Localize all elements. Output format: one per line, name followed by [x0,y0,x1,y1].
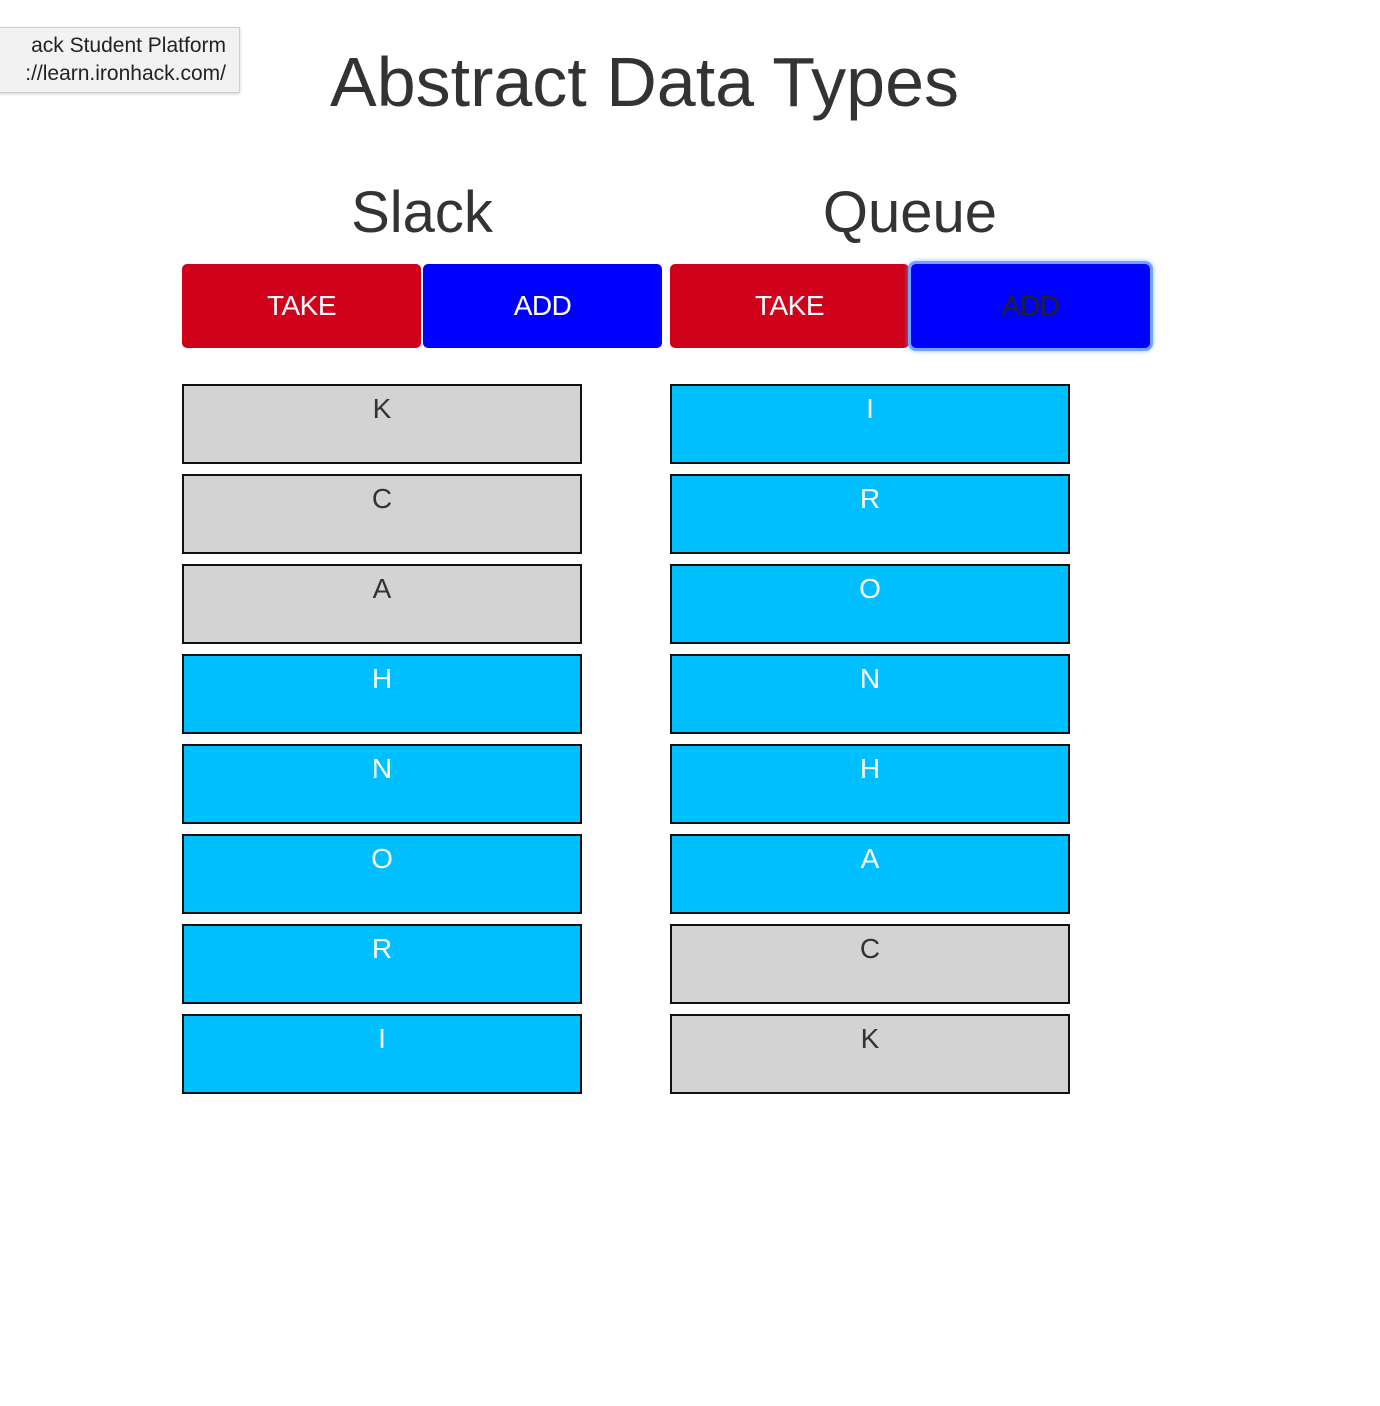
queue-title: Queue [822,180,998,245]
queue-item: R [670,474,1070,554]
stack-item: C [182,474,582,554]
queue-item: I [670,384,1070,464]
tooltip-url: ://learn.ironhack.com/ [25,62,226,85]
queue-item: N [670,654,1070,734]
stack-item: O [182,834,582,914]
stack-take-button[interactable]: TAKE [182,264,421,348]
queue-item: H [670,744,1070,824]
queue-item: K [670,1014,1070,1094]
queue-add-button[interactable]: ADD [911,264,1150,348]
page-title: Abstract Data Types [330,43,960,121]
stack-item: A [182,564,582,644]
stack-title: Slack [351,180,493,245]
queue-item: O [670,564,1070,644]
stack-add-button[interactable]: ADD [423,264,662,348]
tooltip-title: ack Student Platform [31,34,226,57]
link-tooltip: ack Student Platform ://learn.ironhack.c… [0,27,240,93]
queue-item: A [670,834,1070,914]
stack-item: I [182,1014,582,1094]
stack-item: K [182,384,582,464]
stack-item: N [182,744,582,824]
stack-item: R [182,924,582,1004]
stack-item: H [182,654,582,734]
queue-item: C [670,924,1070,1004]
queue-take-button[interactable]: TAKE [670,264,909,348]
